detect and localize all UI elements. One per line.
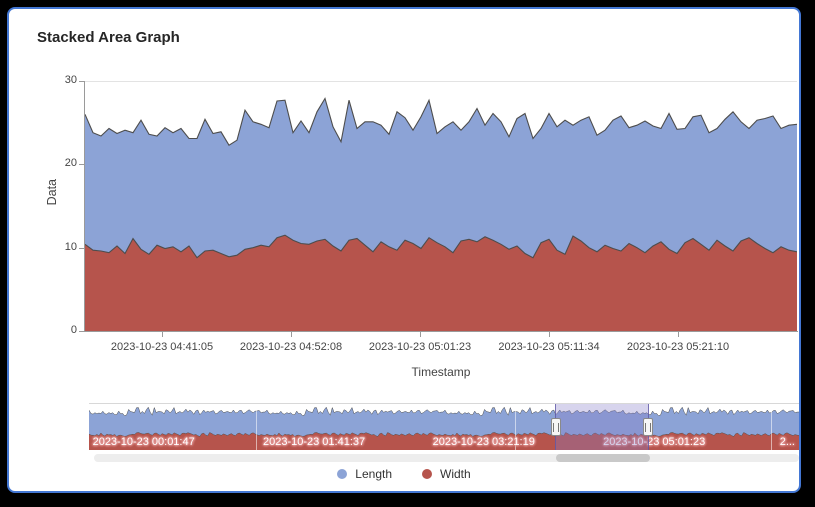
x-tick-mark [549,332,550,337]
top-gridline [85,81,797,82]
legend-item-width[interactable]: Width [422,467,471,481]
navigator-mini-chart [89,406,799,450]
navigator-gridline [770,404,772,450]
x-axis-line [84,331,798,332]
zoom-scrollbar-thumb[interactable] [556,454,650,462]
grip-icon [645,422,651,432]
navigator-time-label: 2023-10-23 05:01:23 [603,436,706,448]
x-tick-mark [678,332,679,337]
zoom-scrollbar-track[interactable] [94,454,799,462]
navigator-time-label: 2023-10-23 00:01:47 [92,436,195,448]
width-series-dot-icon [422,469,432,479]
navigator-time-label: 2023-10-23 03:21:19 [432,436,535,448]
legend-item-length[interactable]: Length [337,467,392,481]
stacked-area-plot [85,97,797,331]
x-tick-label: 2023-10-23 04:52:08 [239,341,343,353]
y-axis-line [84,81,85,331]
y-tick-label: 0 [70,324,77,336]
y-tick-mark [79,248,84,249]
navigator-gridline [515,404,516,450]
y-tick-mark [79,164,84,165]
length-series-dot-icon [337,469,348,479]
x-tick-label: 2023-10-23 05:11:34 [498,341,600,353]
legend: Length Width [9,467,799,481]
legend-label: Length [355,467,392,481]
zoom-handle-left[interactable] [551,418,561,436]
zoom-handle-right[interactable] [643,418,653,436]
x-axis-title: Timestamp [411,365,471,379]
y-tick-label: 10 [64,241,77,253]
x-tick-mark [162,332,163,337]
navigator-time-label: 2023-10-23 01:41:37 [262,436,366,448]
x-tick-mark [291,332,292,337]
x-tick-label: 2023-10-23 05:01:23 [368,341,472,353]
page-title: Stacked Area Graph [37,29,180,46]
x-tick-mark [420,332,421,337]
y-tick-mark [79,331,84,332]
y-tick-mark [79,81,84,82]
x-tick-label: 2023-10-23 05:21:10 [626,341,730,353]
legend-label: Width [440,467,471,481]
y-axis-title: Data [45,179,59,206]
y-tick-label: 20 [64,157,77,169]
navigator-time-label: 2... [779,436,795,448]
zoom-selection-window[interactable] [551,404,653,450]
navigator-gridline [255,404,257,450]
x-tick-label: 2023-10-23 04:41:05 [110,341,214,353]
y-tick-label: 30 [64,74,77,86]
grip-icon [553,422,559,432]
chart-card: Stacked Area Graph Data 30 20 10 0 2023-… [7,7,801,493]
datazoom-navigator[interactable]: 2023-10-23 00:01:47 2023-10-23 01:41:37 … [89,403,799,450]
